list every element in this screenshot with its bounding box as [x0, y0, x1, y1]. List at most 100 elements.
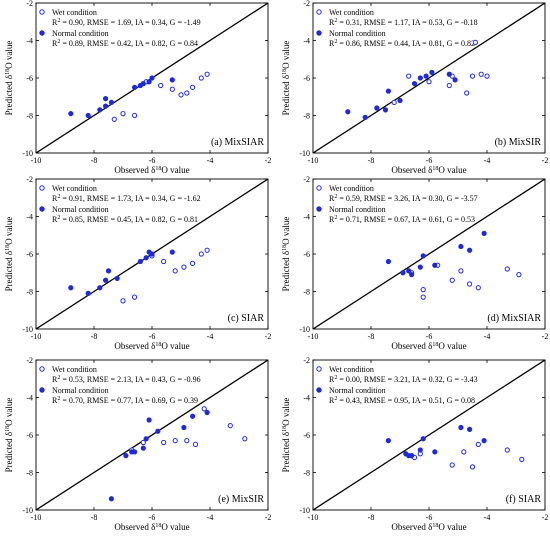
- normal-point: [429, 69, 435, 75]
- legend-stats: R2 = 0.91, RMSE = 1.73, IA = 0.34, G = -…: [52, 194, 201, 203]
- wet-point: [420, 294, 426, 300]
- x-tick-label: -8: [91, 156, 98, 165]
- normal-point: [362, 114, 368, 120]
- wet-point: [420, 287, 426, 293]
- x-axis-title: Observed δ18O value: [114, 341, 189, 351]
- normal-point: [146, 79, 152, 85]
- normal-point: [149, 75, 155, 81]
- wet-point: [472, 39, 478, 45]
- y-tick-label: -10: [22, 325, 33, 334]
- normal-point: [458, 243, 464, 250]
- y-tick-label: -4: [303, 213, 310, 222]
- x-tick-label: -4: [484, 513, 491, 522]
- x-tick-label: -2: [542, 513, 549, 522]
- x-tick-label: -8: [91, 513, 98, 522]
- x-tick-label: -6: [149, 332, 156, 341]
- wet-point: [484, 73, 490, 79]
- normal-point: [385, 438, 391, 444]
- normal-point: [481, 438, 487, 444]
- panel-label: (f) SIAR: [506, 494, 542, 505]
- y-tick-label: -4: [26, 394, 33, 403]
- legend-marker-open: [316, 366, 322, 372]
- legend-marker-open: [316, 185, 322, 191]
- y-tick-label: -2: [26, 356, 33, 365]
- y-tick-label: -6: [26, 431, 33, 440]
- panel-label: (d) MixSIAR: [487, 313, 541, 324]
- panel-label: (c) SIAR: [228, 313, 265, 324]
- x-axis-title: Observed δ18O value: [391, 165, 466, 175]
- legend-stats: R2 = 0.70, RMSE = 0.77, IA = 0.69, G = 0…: [52, 396, 198, 405]
- wet-point: [475, 441, 481, 447]
- wet-point: [469, 73, 476, 79]
- normal-point: [420, 253, 426, 259]
- normal-point: [420, 436, 426, 442]
- wet-point: [198, 75, 204, 81]
- normal-point: [85, 290, 91, 296]
- legend-series-name: Wet condition: [329, 184, 374, 193]
- x-tick-label: -8: [368, 156, 375, 165]
- normal-point: [423, 73, 429, 79]
- normal-point: [108, 99, 115, 105]
- legend-stats: R2 = 0.59, RMSE = 3.26, IA = 0.30, G = -…: [329, 194, 478, 203]
- one-to-one-line: [313, 179, 545, 329]
- legend-series-name: Normal condition: [52, 205, 109, 214]
- legend-marker-filled: [316, 30, 322, 36]
- wet-point: [192, 441, 199, 447]
- wet-point: [406, 73, 412, 79]
- legend-marker-open: [39, 366, 45, 372]
- wet-point: [190, 84, 196, 90]
- y-axis-title: Predicted δ18O value: [4, 398, 14, 473]
- chart-panel: -10 -8 -6 -4 -2 -10 -8 -6 -4 -2 Observed δ18O valu…: [4, 356, 271, 532]
- normal-point: [97, 107, 103, 113]
- x-tick-label: -4: [207, 332, 214, 341]
- chart-panel: -10 -8 -6 -4 -2 -10 -8 -6 -4 -2 Observed δ18O valu…: [281, 356, 548, 532]
- legend-stats: R2 = 0.90, RMSE = 1.69, IA = 0.34, G = -…: [52, 18, 201, 27]
- x-axis-title: Observed δ18O value: [114, 522, 189, 532]
- normal-point: [140, 81, 146, 87]
- x-tick-label: -10: [308, 513, 319, 522]
- normal-point: [169, 249, 175, 255]
- x-tick-label: -10: [31, 156, 42, 165]
- legend-series-name: Wet condition: [329, 8, 374, 17]
- chart-panel: -10 -8 -6 -4 -2 -10 -8 -6 -4 -2 Observed δ18O valu…: [4, 175, 271, 351]
- wet-point: [172, 438, 178, 444]
- wet-point: [140, 439, 146, 446]
- wet-point: [172, 268, 178, 274]
- legend-stats: R2 = 0.71, RMSE = 0.67, IA = 0.61, G = 0…: [329, 215, 475, 224]
- panel-label: (b) MixSIR: [495, 137, 542, 148]
- wet-point: [446, 82, 452, 89]
- y-axis-title: Predicted δ18O value: [281, 217, 291, 292]
- legend-marker-open: [39, 185, 45, 191]
- wet-point: [184, 438, 190, 444]
- y-tick-label: -4: [26, 37, 33, 46]
- wet-point: [169, 86, 175, 92]
- y-axis-title: Predicted δ18O value: [281, 398, 291, 473]
- normal-point: [103, 277, 109, 283]
- y-tick-label: -10: [299, 149, 310, 158]
- chart-panel: -10 -8 -6 -4 -2 -10 -8 -6 -4 -2 Observed δ18O valu…: [4, 0, 271, 175]
- y-tick-label: -10: [299, 506, 310, 515]
- x-tick-label: -2: [265, 513, 272, 522]
- legend-series-name: Normal condition: [52, 29, 109, 38]
- normal-point: [452, 77, 458, 83]
- y-tick-label: -2: [26, 0, 33, 8]
- x-tick-label: -4: [484, 156, 491, 165]
- x-axis-title: Observed δ18O value: [391, 522, 466, 532]
- chart-panel: -10 -8 -6 -4 -2 -10 -8 -6 -4 -2 Observed δ18O valu…: [281, 175, 548, 351]
- normal-point: [68, 285, 74, 291]
- y-tick-label: -4: [26, 213, 33, 222]
- wet-point: [204, 247, 210, 253]
- normal-point: [411, 81, 418, 87]
- one-to-one-line: [313, 360, 545, 510]
- wet-point: [161, 439, 167, 446]
- wet-point: [519, 456, 525, 462]
- y-tick-label: -8: [303, 112, 310, 121]
- wet-point: [132, 112, 138, 119]
- wet-point: [467, 281, 473, 287]
- x-tick-label: -8: [368, 332, 375, 341]
- legend-series-name: Wet condition: [329, 365, 374, 374]
- normal-point: [409, 272, 415, 278]
- y-axis-title: Predicted δ18O value: [4, 217, 14, 292]
- normal-point: [374, 105, 380, 111]
- normal-point: [132, 84, 138, 90]
